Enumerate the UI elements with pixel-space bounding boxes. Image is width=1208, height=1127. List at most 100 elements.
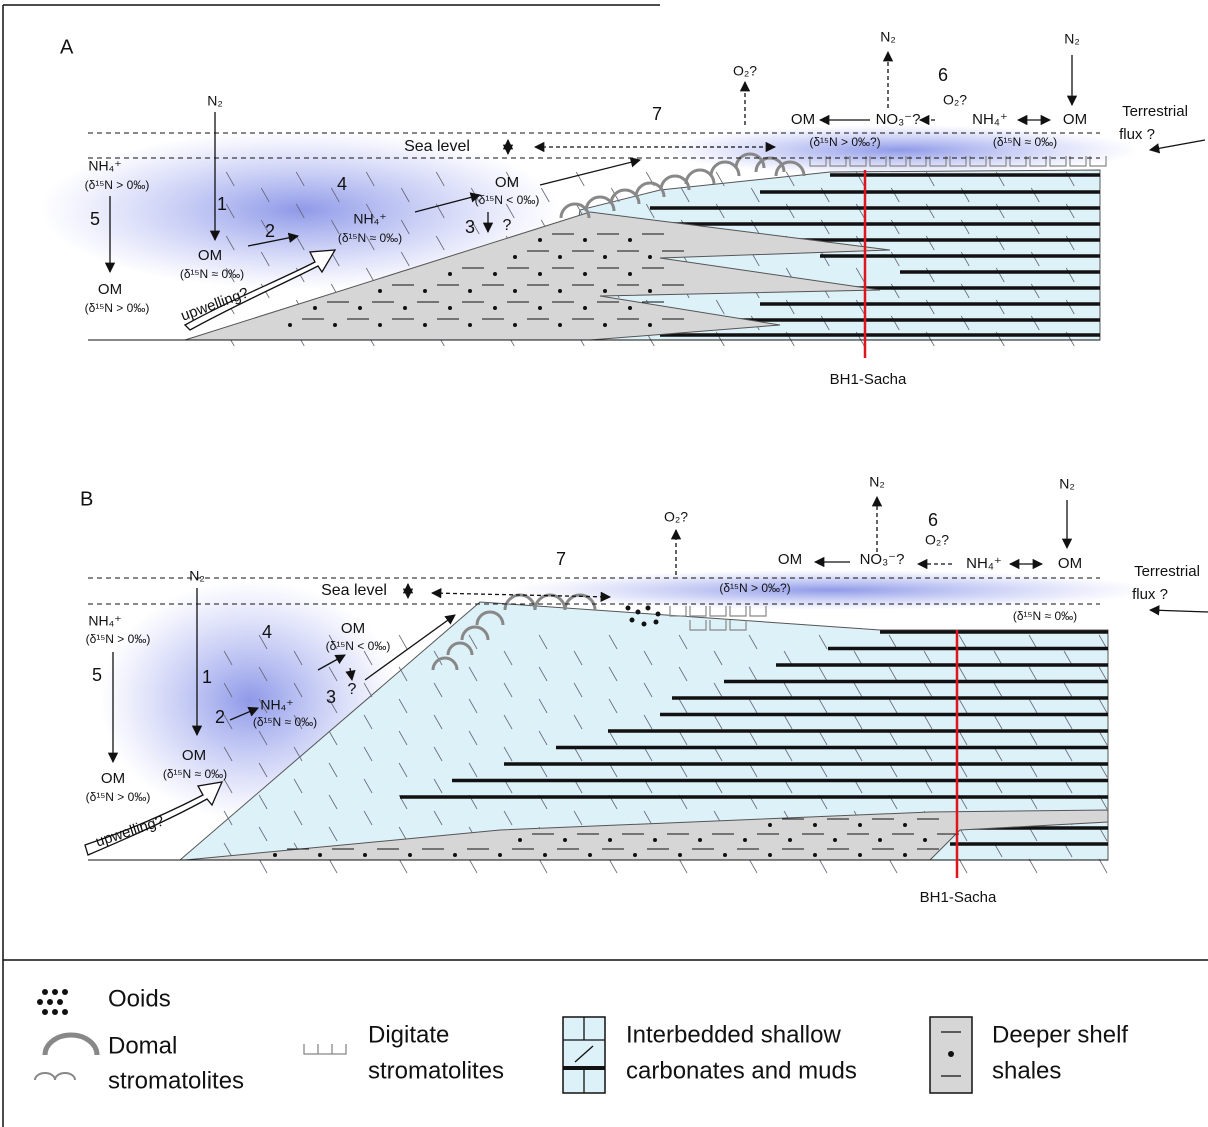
diagram-label: 4 bbox=[262, 622, 272, 642]
legend-domal bbox=[45, 1035, 97, 1055]
shale-dot bbox=[558, 323, 562, 327]
diagram-label: NH₄⁺ bbox=[353, 211, 386, 227]
legend-ooid bbox=[42, 1009, 48, 1015]
shale-dot bbox=[408, 853, 412, 857]
shale-dot bbox=[558, 255, 562, 259]
diagram-label: NH₄⁺ bbox=[260, 697, 293, 713]
brick-mark bbox=[539, 859, 547, 873]
brick-mark bbox=[399, 859, 407, 873]
diagram-label: OM bbox=[198, 247, 222, 264]
shale-dot bbox=[448, 306, 452, 310]
brick-mark bbox=[889, 859, 897, 873]
shale-dot bbox=[423, 323, 427, 327]
diagram-label: (δ¹⁵N > 0‰) bbox=[85, 301, 150, 315]
brick-mark bbox=[749, 859, 757, 873]
diagram-label: (δ¹⁵N ≈ 0‰) bbox=[163, 767, 227, 781]
shale-dot bbox=[588, 853, 592, 857]
shale-dot bbox=[648, 289, 652, 293]
legend-text: Deeper shelf bbox=[992, 1021, 1128, 1048]
legend-text: shales bbox=[992, 1057, 1061, 1084]
diagram-label: NO₃⁻? bbox=[876, 111, 921, 128]
legend-ooid bbox=[57, 999, 63, 1005]
shale-dot bbox=[518, 838, 522, 842]
legend-text: Digitate bbox=[368, 1021, 449, 1048]
diagram-label: NH₄⁺ bbox=[88, 158, 121, 174]
shale-dot bbox=[788, 838, 792, 842]
shale-dot bbox=[653, 838, 657, 842]
diagram-label: NO₃⁻? bbox=[860, 551, 905, 568]
shale-dot bbox=[378, 289, 382, 293]
shale-dot bbox=[468, 323, 472, 327]
diagram-label: BH1-Sacha bbox=[920, 889, 997, 906]
diagram-label: upwelling? bbox=[93, 812, 166, 850]
arrow bbox=[1150, 610, 1208, 612]
shale-dot bbox=[768, 823, 772, 827]
shale-dot bbox=[603, 255, 607, 259]
diagram-label: (δ¹⁵N ≈ 0‰) bbox=[1013, 609, 1077, 623]
figure: AN₂1OM(δ¹⁵N ≈ 0‰)2upwelling?NH₄⁺(δ¹⁵N > … bbox=[0, 0, 1208, 1127]
legend-text: carbonates and muds bbox=[626, 1057, 857, 1084]
legend-ooid bbox=[52, 1009, 58, 1015]
shale-dot bbox=[583, 272, 587, 276]
shale-dot bbox=[513, 255, 517, 259]
diagram-label: OM bbox=[182, 747, 206, 764]
brick-mark bbox=[399, 635, 407, 649]
brick-mark bbox=[259, 859, 267, 873]
diagram-label: (δ¹⁵N ≈ 0‰) bbox=[993, 135, 1057, 149]
brick-mark bbox=[1099, 859, 1107, 873]
shale-dot bbox=[513, 289, 517, 293]
panel-label: B bbox=[80, 488, 93, 510]
diagram-label: OM bbox=[98, 281, 122, 298]
diagram-label: Terrestrial bbox=[1122, 103, 1188, 120]
ooid bbox=[626, 606, 631, 611]
legend-text: stromatolites bbox=[108, 1067, 244, 1094]
shale-dot bbox=[608, 838, 612, 842]
shale-dot bbox=[583, 238, 587, 242]
shale-dot bbox=[558, 289, 562, 293]
shale-dot bbox=[698, 838, 702, 842]
shale-dot bbox=[453, 853, 457, 857]
diagram-label: N₂ bbox=[880, 29, 896, 45]
ooid bbox=[646, 606, 651, 611]
shale-dot bbox=[813, 823, 817, 827]
diagram-label: OM bbox=[1063, 111, 1087, 128]
shale-dot bbox=[493, 272, 497, 276]
legend-text: Domal bbox=[108, 1032, 177, 1059]
diagram-label: NH₄⁺ bbox=[972, 111, 1008, 128]
diagram-label: OM bbox=[778, 551, 802, 568]
shale-dot bbox=[878, 838, 882, 842]
ooid bbox=[636, 610, 641, 615]
diagram-label: OM bbox=[101, 770, 125, 787]
shale-dot bbox=[603, 289, 607, 293]
shale-dot bbox=[288, 323, 292, 327]
legend-ooid bbox=[42, 989, 48, 995]
legend-digitate bbox=[304, 1044, 346, 1054]
diagram-label: N₂ bbox=[189, 568, 205, 584]
arrow bbox=[1150, 140, 1205, 150]
shale-dot bbox=[583, 306, 587, 310]
shale-dot bbox=[363, 853, 367, 857]
shale-dot bbox=[813, 853, 817, 857]
brick-mark bbox=[1029, 859, 1037, 873]
diagram-label: 4 bbox=[337, 174, 347, 194]
diagram-label: (δ¹⁵N ≈ 0‰) bbox=[253, 715, 317, 729]
brick-mark bbox=[959, 859, 967, 873]
shale-dot bbox=[903, 823, 907, 827]
shale-dot bbox=[333, 323, 337, 327]
diagram-label: 7 bbox=[556, 549, 566, 569]
diagram-label: 3 bbox=[326, 687, 336, 707]
shale-dot bbox=[743, 838, 747, 842]
shale-dot bbox=[538, 306, 542, 310]
shale-dot bbox=[358, 306, 362, 310]
domal-stromatolite bbox=[686, 170, 714, 184]
diagram-label: Terrestrial bbox=[1134, 563, 1200, 580]
diagram-label: 5 bbox=[90, 209, 100, 229]
diagram-label: 1 bbox=[217, 194, 227, 214]
diagram-label: 5 bbox=[92, 665, 102, 685]
shale-dot bbox=[273, 853, 277, 857]
legend-shale-dot bbox=[948, 1051, 954, 1057]
legend-text: stromatolites bbox=[368, 1057, 504, 1084]
shale-dot bbox=[678, 853, 682, 857]
shale-dot bbox=[538, 238, 542, 242]
shale-dot bbox=[468, 289, 472, 293]
